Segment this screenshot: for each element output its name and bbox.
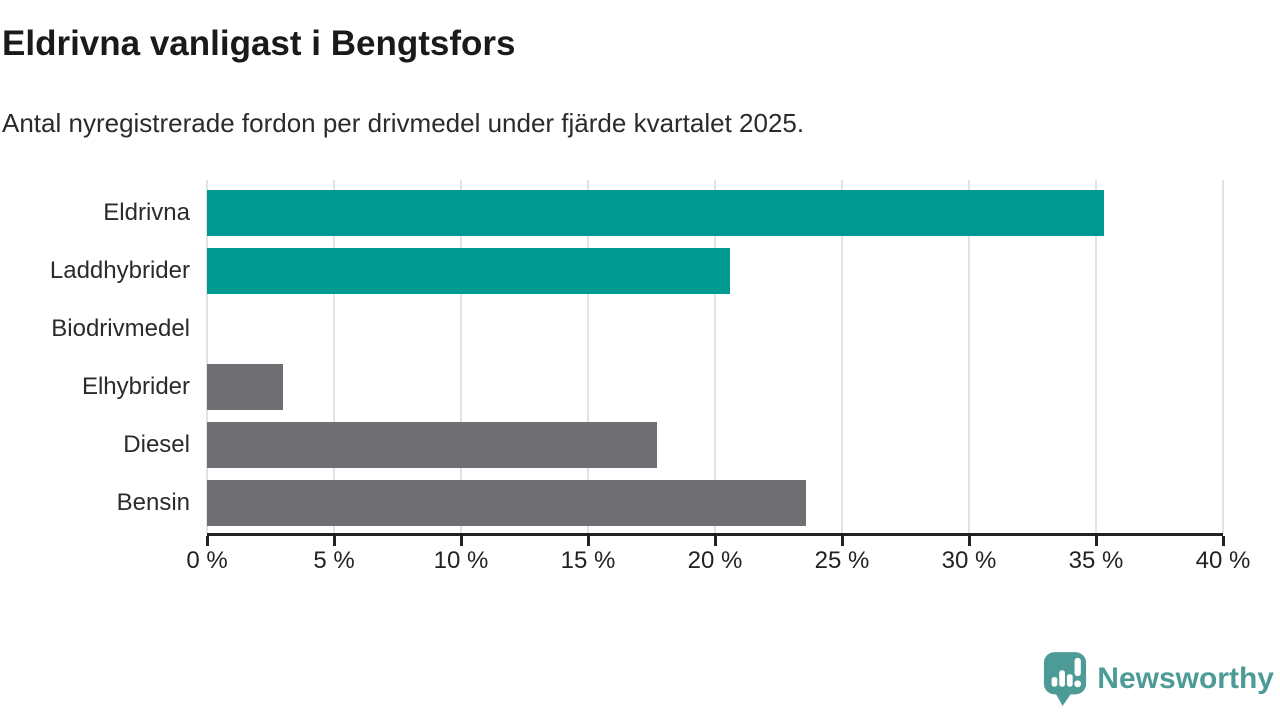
gridline-15	[587, 180, 589, 533]
tick-label-20: 20 %	[687, 547, 743, 574]
chart-title: Eldrivna vanligast i Bengtsfors	[2, 24, 516, 63]
tick-label-10: 10 %	[433, 547, 489, 574]
tick-label-35: 35 %	[1068, 547, 1124, 574]
tick-mark-25	[841, 536, 844, 546]
gridline-20	[714, 180, 716, 533]
tick-mark-35	[1095, 536, 1098, 546]
gridline-35	[1095, 180, 1097, 533]
gridline-30	[968, 180, 970, 533]
newsworthy-logo: Newsworthy	[1042, 648, 1274, 710]
tick-label-5: 5 %	[313, 547, 355, 574]
bar-elhybrider	[207, 364, 283, 410]
gridline-5	[333, 180, 335, 533]
tick-mark-40	[1222, 536, 1225, 546]
chart-subtitle: Antal nyregistrerade fordon per drivmede…	[2, 108, 805, 138]
tick-mark-5	[333, 536, 336, 546]
bar-eldrivna	[207, 190, 1104, 236]
tick-mark-10	[460, 536, 463, 546]
bar-diesel	[207, 422, 657, 468]
tick-label-0: 0 %	[186, 547, 228, 574]
tick-mark-0	[206, 536, 209, 546]
bar-laddhybrider	[207, 248, 730, 294]
tick-mark-30	[968, 536, 971, 546]
y-label-laddhybrider: Laddhybrider	[49, 257, 190, 284]
tick-mark-20	[714, 536, 717, 546]
y-label-eldrivna: Eldrivna	[103, 199, 190, 226]
gridline-0	[206, 180, 208, 533]
y-label-biodrivmedel: Biodrivmedel	[51, 315, 190, 342]
plot-area	[206, 180, 1224, 536]
y-label-bensin: Bensin	[116, 489, 190, 516]
gridline-10	[460, 180, 462, 533]
tick-label-15: 15 %	[560, 547, 616, 574]
y-label-elhybrider: Elhybrider	[81, 373, 190, 400]
tick-label-40: 40 %	[1195, 547, 1251, 574]
y-label-diesel: Diesel	[123, 431, 190, 458]
tick-label-25: 25 %	[814, 547, 870, 574]
bar-chart: Eldrivna Laddhybrider Biodrivmedel Elhybrid…	[0, 180, 1280, 600]
x-axis: 0 % 5 % 10 % 15 % 20 % 25 % 30 % 35 % 40 %	[186, 536, 1250, 586]
y-axis-labels: Eldrivna Laddhybrider Biodrivmedel Elhybrid…	[0, 180, 190, 533]
newsworthy-logo-text: Newsworthy	[1097, 662, 1274, 695]
gridline-25	[841, 180, 843, 533]
newsworthy-logo-icon	[1044, 652, 1087, 706]
tick-label-30: 30 %	[941, 547, 997, 574]
bar-bensin	[207, 480, 806, 526]
tick-mark-15	[587, 536, 590, 546]
gridline-40	[1222, 180, 1224, 533]
